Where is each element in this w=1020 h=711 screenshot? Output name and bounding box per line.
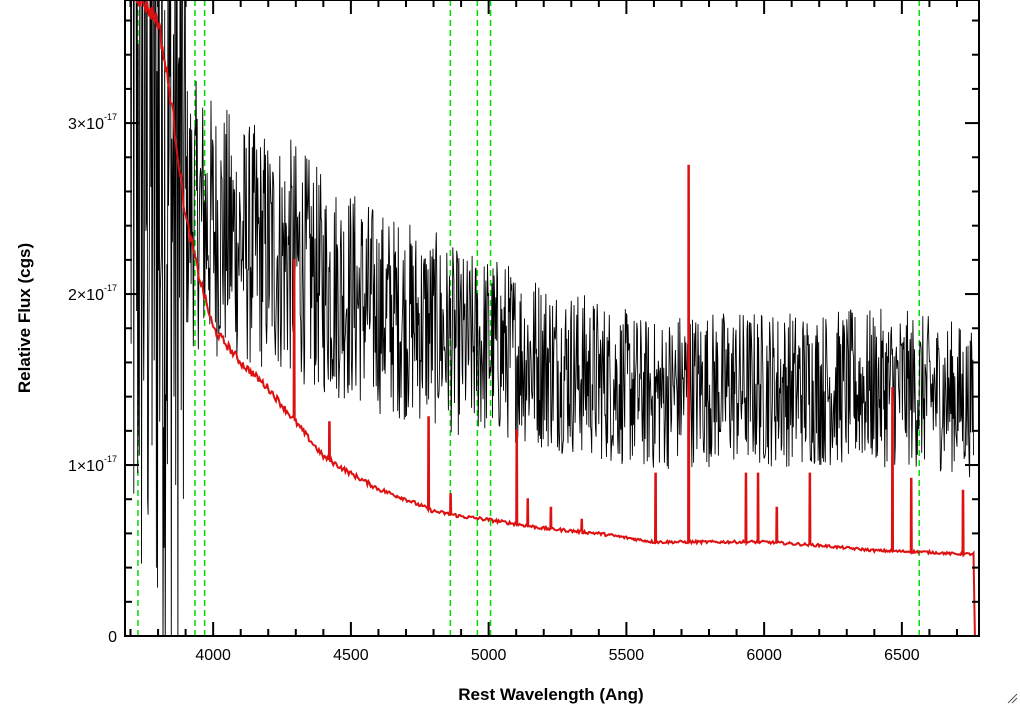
- series-model-continuum: [134, 0, 976, 636]
- y-axis-title: Relative Flux (cgs): [15, 243, 34, 393]
- plot-area: [130, 0, 976, 636]
- x-tick-label: 5000: [471, 647, 507, 664]
- resize-grip-icon[interactable]: [1006, 692, 1018, 704]
- y-tick-label: 3×10-17: [68, 112, 117, 133]
- x-tick-label: 4000: [195, 647, 231, 664]
- y-tick-label: 1×10-17: [68, 454, 117, 475]
- x-tick-label: 4500: [333, 647, 369, 664]
- axes: [124, 0, 980, 637]
- x-tick-label: 6500: [884, 647, 920, 664]
- plot-frame: [124, 0, 980, 637]
- y-tick-label: 0: [108, 629, 117, 646]
- x-axis-title: Rest Wavelength (Ang): [458, 685, 643, 704]
- x-tick-label: 5500: [609, 647, 645, 664]
- tick-marks: [125, 0, 979, 637]
- y-tick-label: 2×10-17: [68, 283, 117, 304]
- x-tick-label: 6000: [746, 647, 782, 664]
- tick-labels: 4000 4500 5000 5500 6000 6500 0 1×10-17 2×10-17 3…: [68, 112, 920, 664]
- series-observed-spectrum: [130, 0, 974, 636]
